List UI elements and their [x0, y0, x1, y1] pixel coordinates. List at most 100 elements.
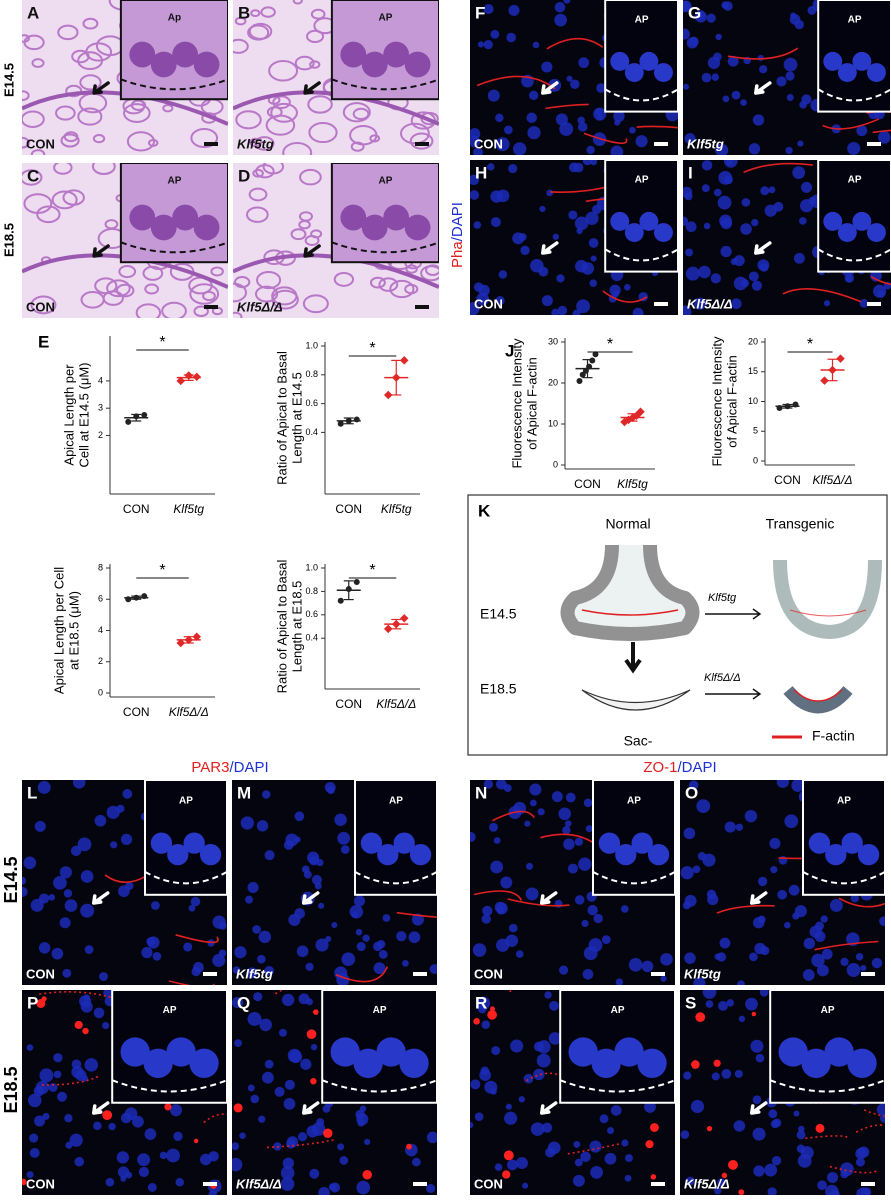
- nucleus: [759, 65, 768, 74]
- signal-dot: [645, 1140, 654, 1149]
- tissue: [307, 95, 333, 114]
- nucleus: [752, 114, 765, 126]
- signal: [822, 118, 880, 130]
- x-tick-label: Klf5tg: [381, 502, 412, 516]
- nucleus: [147, 1182, 157, 1192]
- stain-counter: /DAPI: [677, 759, 716, 776]
- nucleus: [734, 1069, 743, 1078]
- nucleus: [330, 1037, 360, 1067]
- nucleus: [749, 952, 758, 962]
- nucleus: [108, 1122, 116, 1131]
- nucleus: [577, 122, 588, 132]
- nucleus: [794, 905, 807, 918]
- tissue: [23, 193, 53, 214]
- error-bar: [391, 359, 402, 396]
- signal: [727, 47, 799, 60]
- nucleus: [516, 1157, 528, 1170]
- x-tick-label: CON: [774, 473, 801, 487]
- nucleus: [568, 1037, 598, 1067]
- nucleus: [48, 1083, 58, 1092]
- nucleus: [542, 1122, 553, 1133]
- nucleus: [411, 913, 424, 926]
- tissue: [126, 131, 156, 152]
- nucleus: [297, 1132, 308, 1142]
- signal-dot: [695, 1012, 706, 1023]
- micrograph: AP: [22, 780, 227, 985]
- nucleus: [250, 1094, 260, 1104]
- nucleus: [845, 276, 852, 283]
- nucleus: [259, 1018, 272, 1032]
- nucleus: [528, 90, 539, 100]
- nucleus: [683, 216, 689, 226]
- stain-counter: /DAPI: [449, 202, 466, 241]
- nucleus: [685, 248, 694, 257]
- nucleus: [48, 893, 56, 901]
- tissue: [193, 305, 209, 318]
- nucleus: [504, 1111, 518, 1125]
- significance-label: *: [369, 562, 375, 579]
- nucleus: [84, 945, 94, 954]
- arrow: [540, 1101, 558, 1115]
- tissue: [135, 303, 162, 318]
- nucleus: [846, 963, 861, 978]
- tissue: [308, 121, 338, 144]
- nucleus: [610, 211, 630, 231]
- stain-label: Pha/DAPI: [449, 202, 466, 268]
- condition-label: CON: [474, 966, 503, 981]
- nucleus: [22, 876, 27, 885]
- nucleus: [563, 0, 571, 4]
- nucleus: [808, 196, 817, 205]
- nucleus: [476, 292, 489, 306]
- nucleus: [77, 837, 92, 852]
- micrograph: AP: [232, 990, 437, 1195]
- tissue: [190, 128, 219, 149]
- nucleus: [377, 843, 399, 866]
- nucleus: [508, 164, 518, 174]
- nucleus: [234, 1039, 242, 1047]
- y-tick-label: 4: [98, 375, 103, 385]
- signal-dot: [713, 1059, 721, 1067]
- nucleus: [551, 308, 560, 315]
- nucleus: [280, 1166, 295, 1180]
- nucleus: [340, 845, 350, 854]
- micrograph: AP: [683, 0, 891, 155]
- nucleus: [498, 270, 508, 279]
- boundary: [120, 241, 228, 254]
- nucleus: [684, 952, 696, 964]
- tissue: [118, 265, 137, 279]
- epithelium: [560, 544, 700, 641]
- tissue: [22, 169, 43, 186]
- data-point: [384, 390, 393, 400]
- nucleus: [592, 204, 602, 215]
- nucleus: [566, 75, 573, 82]
- stain-label: PAR3/DAPI: [191, 759, 268, 776]
- nucleus: [614, 1037, 644, 1067]
- nucleus: [29, 1147, 40, 1158]
- nucleus: [34, 820, 46, 832]
- cell: [340, 204, 367, 231]
- nucleus: [567, 863, 578, 874]
- boundary: [354, 870, 437, 885]
- nucleus: [490, 860, 504, 874]
- nucleus: [505, 1103, 512, 1110]
- nucleus: [644, 1100, 656, 1113]
- scale-bar: [415, 142, 429, 146]
- nucleus: [42, 1112, 50, 1120]
- scale-bar: [415, 305, 429, 309]
- nucleus: [847, 141, 861, 155]
- nucleus: [246, 967, 258, 979]
- nucleus: [483, 780, 494, 789]
- nucleus: [341, 952, 356, 966]
- nucleus: [701, 184, 710, 193]
- nucleus: [356, 942, 366, 952]
- nucleus: [707, 56, 721, 69]
- signal: [636, 125, 678, 129]
- cell: [129, 204, 156, 231]
- panel-letter: C: [27, 166, 39, 185]
- nucleus: [683, 305, 692, 315]
- nucleus: [789, 14, 801, 25]
- significance-label: *: [607, 336, 613, 353]
- nucleus: [318, 1187, 330, 1195]
- nucleus: [801, 1048, 831, 1078]
- nucleus: [373, 962, 386, 975]
